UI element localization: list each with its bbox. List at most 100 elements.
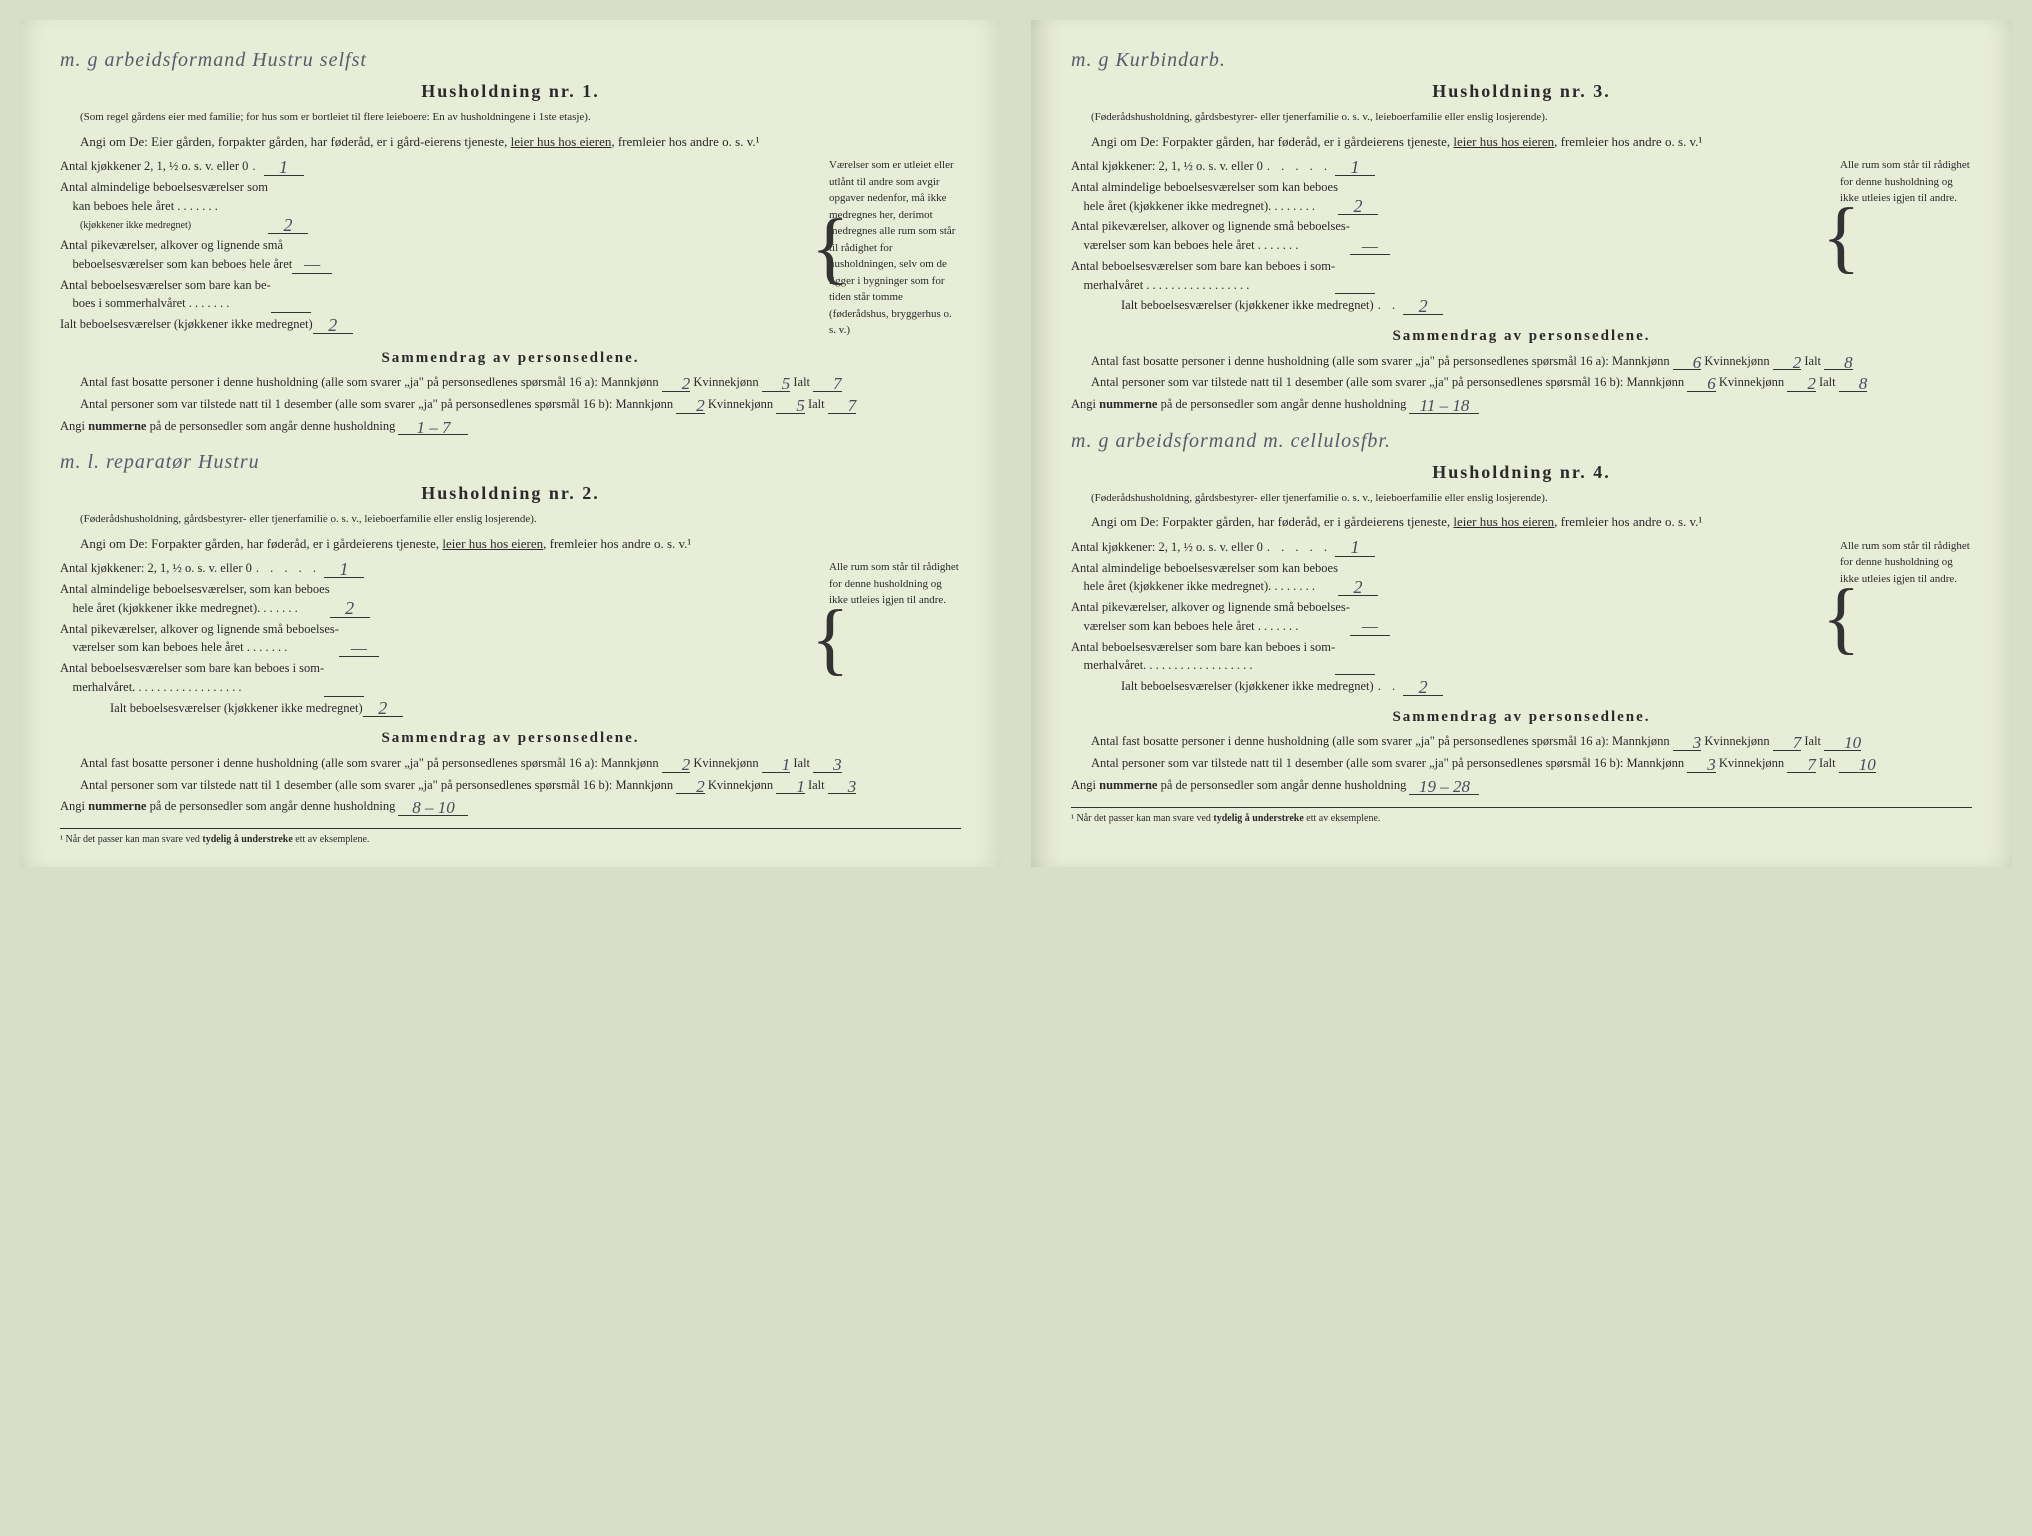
footnote-text-r: ¹ Når det passer kan man svare ved tydel… bbox=[1071, 813, 1380, 824]
nummer-line-2: Angi nummerne på de personsedler som ang… bbox=[60, 797, 961, 816]
angi-om-1: Angi om De: Eier gården, forpakter gårde… bbox=[60, 132, 961, 152]
fast-k-1: 5 bbox=[762, 377, 791, 392]
almindelige-val-1: 2 bbox=[268, 217, 308, 234]
summary-title-4: Sammendrag av personsedlene. bbox=[1071, 706, 1972, 729]
footnote-left: ¹ Når det passer kan man svare ved tydel… bbox=[60, 828, 961, 847]
til-i-4: 10 bbox=[1839, 758, 1876, 773]
household-3: m. g Kurbindarb. Husholdning nr. 3. (Fød… bbox=[1071, 45, 1972, 414]
ialt-label-3: Ialt beboelsesværelser (kjøkkener ikke m… bbox=[1121, 296, 1374, 315]
left-page: m. g arbeidsformand Hustru selfst Hushol… bbox=[20, 20, 1001, 867]
room-left-4: Antal kjøkkener: 2, 1, ½ o. s. v. eller … bbox=[1071, 538, 1822, 698]
tilstede-intro-4: Antal personer som var tilstede natt til… bbox=[1091, 756, 1623, 770]
til-m-4: 3 bbox=[1687, 758, 1716, 773]
fast-m-4: 3 bbox=[1673, 736, 1702, 751]
sommer-label-3: Antal beboelsesværelser som bare kan beb… bbox=[1071, 257, 1335, 295]
m-label: Mannkjønn bbox=[1612, 734, 1670, 748]
k-label: Kvinnekjønn bbox=[1704, 734, 1769, 748]
tilstede-intro: Antal personer som var tilstede natt til… bbox=[80, 397, 612, 411]
i-label: Ialt bbox=[1804, 354, 1821, 368]
kjokkener-label-4: Antal kjøkkener: 2, 1, ½ o. s. v. eller … bbox=[1071, 538, 1263, 557]
almindelige-label-3: Antal almindelige beboelsesværelser som … bbox=[1071, 178, 1338, 216]
til-k-3: 2 bbox=[1787, 377, 1816, 392]
ialt-label-s: Ialt bbox=[793, 375, 810, 389]
fast-line-4: Antal fast bosatte personer i denne hush… bbox=[1071, 732, 1972, 751]
tilstede-intro-2: Antal personer som var tilstede natt til… bbox=[80, 778, 612, 792]
angi-om-text-2: Angi om De: Forpakter gården, har føderå… bbox=[80, 536, 442, 551]
almindelige-val-2: 2 bbox=[330, 600, 370, 617]
k-label: Kvinnekjønn bbox=[1704, 354, 1769, 368]
m-label: Mannkjønn bbox=[616, 778, 674, 792]
kjokkener-label-3: Antal kjøkkener: 2, 1, ½ o. s. v. eller … bbox=[1071, 157, 1263, 176]
angi-om-3: Angi om De: Forpakter gården, har føderå… bbox=[1071, 132, 1972, 152]
i-label: Ialt bbox=[808, 778, 825, 792]
household-title-4: Husholdning nr. 4. bbox=[1071, 459, 1972, 486]
i-label: Ialt bbox=[793, 756, 810, 770]
fast-i-4: 10 bbox=[1824, 736, 1861, 751]
fast-intro-3: Antal fast bosatte personer i denne hush… bbox=[1091, 354, 1609, 368]
til-i-1: 7 bbox=[828, 399, 857, 414]
nummer-line-3: Angi nummerne på de personsedler som ang… bbox=[1071, 395, 1972, 414]
m-label: Mannkjønn bbox=[1612, 354, 1670, 368]
sommer-label-2: Antal beboelsesværelser som bare kan beb… bbox=[60, 659, 324, 697]
kjokkener-label-1: Antal kjøkkener 2, 1, ½ o. s. v. eller 0 bbox=[60, 157, 248, 176]
handwritten-note-4: m. g arbeidsformand m. cellulosfbr. bbox=[1071, 426, 1972, 456]
til-m-label: Mannkjønn bbox=[616, 397, 674, 411]
room-block-1: Antal kjøkkener 2, 1, ½ o. s. v. eller 0… bbox=[60, 157, 961, 339]
angi-om-after-4: , fremleier hos andre o. s. v.¹ bbox=[1554, 514, 1702, 529]
nummer-line-4: Angi nummerne på de personsedler som ang… bbox=[1071, 776, 1972, 795]
k-label: Kvinnekjønn bbox=[708, 778, 773, 792]
fast-line-3: Antal fast bosatte personer i denne hush… bbox=[1071, 352, 1972, 371]
til-k-4: 7 bbox=[1787, 758, 1816, 773]
side-note-1: Værelser som er utleiet eller utlånt til… bbox=[821, 157, 961, 339]
dots: . . . . . bbox=[252, 559, 324, 578]
pikevaer-label-3: Antal pikeværelser, alkover og lignende … bbox=[1071, 217, 1350, 255]
household-subtitle-1: (Som regel gårdens eier med familie; for… bbox=[60, 109, 961, 126]
summary-title-1: Sammendrag av personsedlene. bbox=[60, 347, 961, 370]
household-title-2: Husholdning nr. 2. bbox=[60, 480, 961, 507]
ialt-val-1: 2 bbox=[313, 317, 353, 334]
mannkjonn-label: Mannkjønn bbox=[601, 375, 659, 389]
k-label: Kvinnekjønn bbox=[1719, 756, 1784, 770]
angi-om-underlined-2: leier hus hos eieren bbox=[442, 536, 543, 551]
fast-intro-2: Antal fast bosatte personer i denne hush… bbox=[80, 756, 598, 770]
room-left-3: Antal kjøkkener: 2, 1, ½ o. s. v. eller … bbox=[1071, 157, 1822, 317]
room-block-4: Antal kjøkkener: 2, 1, ½ o. s. v. eller … bbox=[1071, 538, 1972, 698]
m-label: Mannkjønn bbox=[1627, 375, 1685, 389]
sommer-label-4: Antal beboelsesværelser som bare kan beb… bbox=[1071, 638, 1335, 676]
household-subtitle-3: (Føderådshusholdning, gårdsbestyrer- ell… bbox=[1071, 109, 1972, 126]
ialt-label-2: Ialt beboelsesværelser (kjøkkener ikke m… bbox=[110, 699, 363, 718]
ialt-val-2: 2 bbox=[363, 700, 403, 717]
i-label: Ialt bbox=[1819, 375, 1836, 389]
household-2: m. l. reparatør Hustru Husholdning nr. 2… bbox=[60, 447, 961, 816]
footnote-right: ¹ Når det passer kan man svare ved tydel… bbox=[1071, 807, 1972, 826]
angi-om-underlined-4: leier hus hos eieren bbox=[1453, 514, 1554, 529]
dots: . . bbox=[1374, 677, 1403, 696]
almindelige-label-4: Antal almindelige beboelsesværelser som … bbox=[1071, 559, 1338, 597]
almindelige-val-3: 2 bbox=[1338, 198, 1378, 215]
household-title-3: Husholdning nr. 3. bbox=[1071, 78, 1972, 105]
angi-om-after-3: , fremleier hos andre o. s. v.¹ bbox=[1554, 134, 1702, 149]
pikevaer-label-1: Antal pikeværelser, alkover og lignende … bbox=[60, 236, 292, 274]
nummer-val-4: 19 – 28 bbox=[1409, 780, 1479, 795]
sommer-val-1 bbox=[271, 312, 311, 313]
fast-intro: Antal fast bosatte personer i denne hush… bbox=[80, 375, 598, 389]
dots: . bbox=[248, 157, 263, 176]
til-i-label: Ialt bbox=[808, 397, 825, 411]
pikevaer-val-4: — bbox=[1350, 618, 1390, 635]
nummer-line-1: Angi nummerne på de personsedler som ang… bbox=[60, 417, 961, 436]
sommer-val-3 bbox=[1335, 293, 1375, 294]
almindelige-label-1: Antal almindelige beboelsesværelser som … bbox=[60, 178, 268, 234]
ialt-val-4: 2 bbox=[1403, 679, 1443, 696]
dots: . . . . . bbox=[1263, 157, 1335, 176]
angi-om-text-4: Angi om De: Forpakter gården, har føderå… bbox=[1091, 514, 1453, 529]
fast-i-2: 3 bbox=[813, 758, 842, 773]
fast-m-1: 2 bbox=[662, 377, 691, 392]
pikevaer-val-3: — bbox=[1350, 238, 1390, 255]
nummer-val-3: 11 – 18 bbox=[1409, 399, 1479, 414]
almindelige-label-2: Antal almindelige beboelsesværelser, som… bbox=[60, 580, 330, 618]
room-block-3: Antal kjøkkener: 2, 1, ½ o. s. v. eller … bbox=[1071, 157, 1972, 317]
nummer-intro-4: Angi nummerne på de personsedler som ang… bbox=[1071, 778, 1406, 792]
angi-om-underlined-3: leier hus hos eieren bbox=[1453, 134, 1554, 149]
nummer-intro-1: Angi nummerne på de personsedler som ang… bbox=[60, 419, 395, 433]
fast-i-3: 8 bbox=[1824, 356, 1853, 371]
